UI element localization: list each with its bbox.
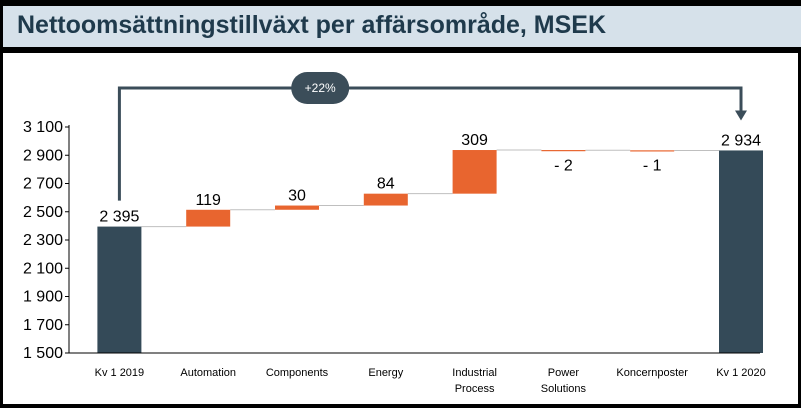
y-tick-label: 2 100 xyxy=(23,260,63,277)
y-tick-label: 2 300 xyxy=(23,232,63,249)
x-category-label: Industrial xyxy=(452,367,497,379)
growth-pill xyxy=(291,72,350,104)
delta-bar xyxy=(630,150,675,152)
x-category-label: Components xyxy=(266,367,329,379)
x-category-label: Solutions xyxy=(541,383,587,395)
title-bar: Nettoomsättningstillväxt per affärsområd… xyxy=(3,6,801,47)
delta-bar xyxy=(275,205,319,210)
data-label: 119 xyxy=(195,192,221,209)
data-label: 2 395 xyxy=(99,209,139,226)
delta-bar xyxy=(541,150,586,152)
y-tick-label: 2 700 xyxy=(23,176,63,193)
y-tick-label: 2 900 xyxy=(23,147,63,164)
x-category-label: Energy xyxy=(368,367,403,379)
growth-arrow-head xyxy=(735,110,747,121)
delta-bar xyxy=(363,193,408,206)
delta-bar xyxy=(452,150,497,194)
data-label: 30 xyxy=(288,188,306,205)
data-label: 309 xyxy=(461,132,488,149)
total-bar xyxy=(97,226,142,353)
data-label: 84 xyxy=(377,176,395,193)
delta-bar xyxy=(186,209,231,227)
growth-percentage: +22% xyxy=(305,81,336,95)
x-category-label: Power xyxy=(548,367,580,379)
x-category-label: Automation xyxy=(180,367,236,379)
growth-bracket xyxy=(117,86,743,201)
x-category-label: Kv 1 2020 xyxy=(716,367,766,379)
y-tick-label: 1 700 xyxy=(23,317,63,334)
data-label: - 2 xyxy=(554,157,573,174)
total-bar xyxy=(719,150,763,353)
x-category-label: Process xyxy=(455,383,495,395)
chart-title: Nettoomsättningstillväxt per affärsområd… xyxy=(17,11,607,39)
y-tick-label: 1 900 xyxy=(23,289,63,306)
x-category-label: Kv 1 2019 xyxy=(95,367,145,379)
data-label: 2 934 xyxy=(721,132,761,149)
y-tick-label: 3 100 xyxy=(23,119,63,136)
y-tick-label: 2 500 xyxy=(23,204,63,221)
x-category-label: Koncernposter xyxy=(616,367,688,379)
y-tick-label: 1 500 xyxy=(23,345,63,362)
data-label: - 1 xyxy=(643,157,662,174)
